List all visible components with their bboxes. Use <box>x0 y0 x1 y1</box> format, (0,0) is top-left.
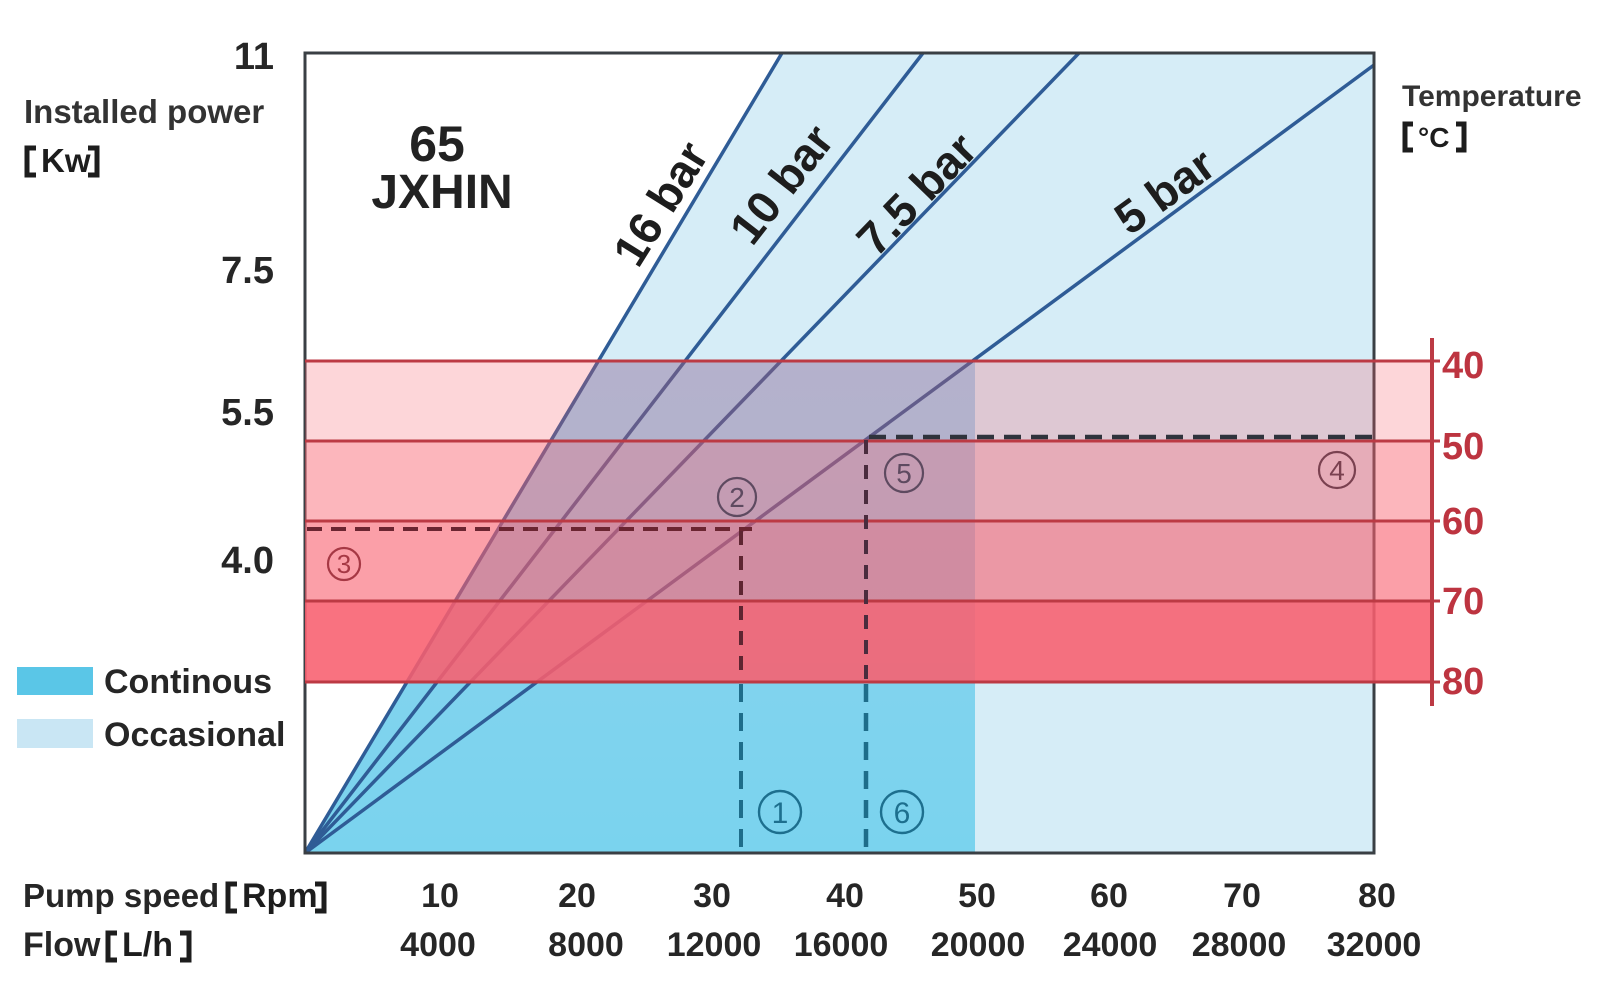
svg-text:4000: 4000 <box>400 926 476 964</box>
svg-text:JXHIN: JXHIN <box>371 166 512 219</box>
svg-text:28000: 28000 <box>1192 926 1287 964</box>
svg-text:16000: 16000 <box>794 926 889 964</box>
svg-text:70: 70 <box>1223 877 1261 915</box>
svg-text:20: 20 <box>558 877 596 915</box>
svg-text:4.0: 4.0 <box>221 540 274 582</box>
svg-text:60: 60 <box>1090 877 1128 915</box>
svg-text:24000: 24000 <box>1063 926 1158 964</box>
svg-text:6: 6 <box>894 797 911 830</box>
svg-text:32000: 32000 <box>1327 926 1422 964</box>
svg-text:60: 60 <box>1442 501 1484 543</box>
svg-text:30: 30 <box>693 877 731 915</box>
svg-text:Pump speed: Pump speed <box>23 877 219 914</box>
svg-text:1: 1 <box>772 797 789 830</box>
svg-text:12000: 12000 <box>667 926 762 964</box>
svg-text:°C: °C <box>1418 122 1449 153</box>
svg-text:Kw: Kw <box>41 142 91 179</box>
svg-text:50: 50 <box>958 877 996 915</box>
svg-text:Temperature: Temperature <box>1402 80 1582 113</box>
svg-text:5.5: 5.5 <box>221 392 274 434</box>
svg-text:4: 4 <box>1329 455 1345 486</box>
svg-text:70: 70 <box>1442 581 1484 623</box>
svg-text:Occasional: Occasional <box>104 716 285 754</box>
svg-text:50: 50 <box>1442 426 1484 468</box>
svg-text:Continous: Continous <box>104 663 272 701</box>
svg-text:11: 11 <box>234 36 274 78</box>
svg-text:L/h: L/h <box>122 926 173 964</box>
svg-text:7.5: 7.5 <box>221 250 274 292</box>
svg-text:40: 40 <box>826 877 864 915</box>
svg-text:Installed power: Installed power <box>24 93 264 130</box>
svg-text:40: 40 <box>1442 345 1484 387</box>
svg-text:8000: 8000 <box>548 926 624 964</box>
svg-text:20000: 20000 <box>931 926 1026 964</box>
svg-text:Rpm: Rpm <box>242 877 318 915</box>
svg-text:2: 2 <box>729 482 745 513</box>
svg-text:80: 80 <box>1358 877 1396 915</box>
svg-text:Flow: Flow <box>23 926 101 964</box>
svg-text:3: 3 <box>337 549 351 579</box>
svg-text:65: 65 <box>409 116 465 172</box>
svg-text:10: 10 <box>421 877 459 915</box>
svg-text:80: 80 <box>1442 661 1484 703</box>
svg-text:5: 5 <box>896 458 912 489</box>
